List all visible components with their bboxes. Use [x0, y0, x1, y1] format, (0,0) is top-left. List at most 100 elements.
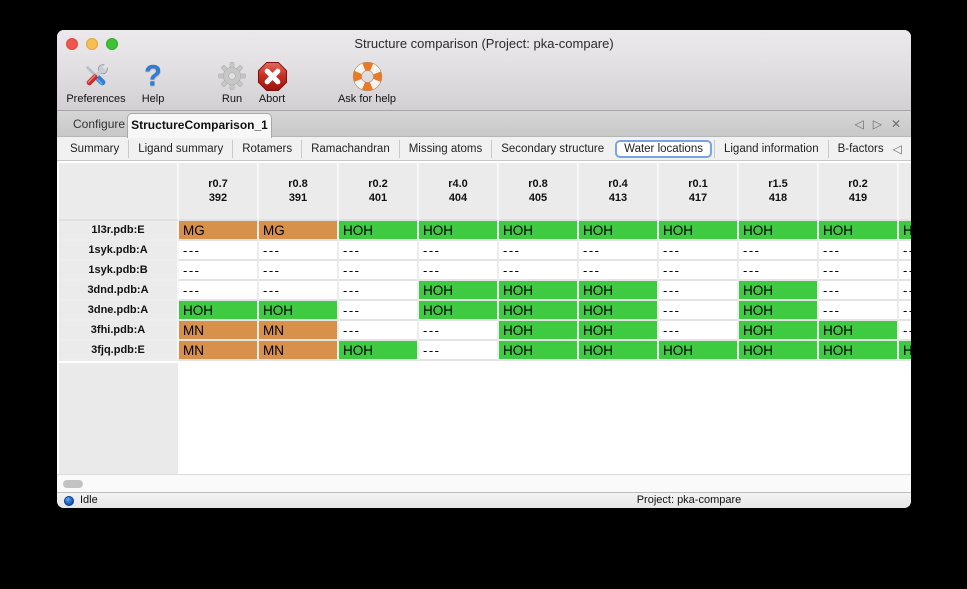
column-header-392[interactable]: r0.7 392 [179, 163, 259, 221]
column-header-401[interactable]: r0.2 401 [339, 163, 419, 221]
column-header-405[interactable]: r0.8 405 [499, 163, 579, 221]
metal-cell[interactable]: MN [179, 341, 259, 361]
empty-cell[interactable]: --- [659, 321, 739, 341]
tab-missing-atoms[interactable]: Missing atoms [398, 139, 492, 158]
metal-cell[interactable]: MN [179, 321, 259, 341]
primary-tabs-close-icon[interactable]: ✕ [890, 117, 901, 131]
empty-cell[interactable]: --- [339, 321, 419, 341]
row-header-1syk-pdb-b[interactable]: 1syk.pdb:B [59, 261, 179, 281]
water-cell[interactable]: HOH [739, 221, 819, 241]
empty-cell[interactable]: --- [499, 261, 579, 281]
tab-summary[interactable]: Summary [70, 142, 120, 155]
water-cell[interactable]: HOH [579, 281, 659, 301]
empty-cell[interactable]: --- [419, 241, 499, 261]
empty-cell[interactable]: --- [899, 321, 911, 341]
tab-ramachandran[interactable]: Ramachandran [301, 139, 399, 158]
water-cell[interactable]: HOH [739, 301, 819, 321]
water-cell[interactable]: HOH [899, 221, 911, 241]
empty-cell[interactable]: --- [659, 261, 739, 281]
water-cell[interactable]: HOH [499, 281, 579, 301]
empty-cell[interactable]: --- [659, 301, 739, 321]
column-header-417[interactable]: r0.1 417 [659, 163, 739, 221]
empty-cell[interactable]: --- [339, 301, 419, 321]
water-cell[interactable]: HOH [739, 341, 819, 361]
water-cell[interactable]: HOH [579, 341, 659, 361]
tab-structurecomparison-1[interactable]: StructureComparison_1 [127, 113, 272, 138]
water-cell[interactable]: HOH [739, 281, 819, 301]
minimize-window-button[interactable] [86, 38, 98, 50]
metal-cell[interactable]: MG [179, 221, 259, 241]
column-header-clipped[interactable] [899, 163, 911, 221]
water-cell[interactable]: HOH [419, 221, 499, 241]
water-cell[interactable]: HOH [819, 321, 899, 341]
empty-cell[interactable]: --- [259, 241, 339, 261]
empty-cell[interactable]: --- [819, 281, 899, 301]
empty-cell[interactable]: --- [179, 281, 259, 301]
primary-tabs-prev-icon[interactable]: ◁ [854, 117, 864, 131]
empty-cell[interactable]: --- [819, 261, 899, 281]
metal-cell[interactable]: MN [259, 341, 339, 361]
tab-ligand-summary[interactable]: Ligand summary [128, 139, 232, 158]
row-header-3dnd-pdb-a[interactable]: 3dnd.pdb:A [59, 281, 179, 301]
abort-button[interactable]: Abort [250, 59, 294, 105]
water-cell[interactable]: HOH [499, 221, 579, 241]
row-header-3fjq-pdb-e[interactable]: 3fjq.pdb:E [59, 341, 179, 361]
empty-cell[interactable]: --- [899, 301, 911, 321]
empty-cell[interactable]: --- [899, 261, 911, 281]
water-cell[interactable]: HOH [579, 321, 659, 341]
water-cell[interactable]: HOH [819, 221, 899, 241]
water-cell[interactable]: HOH [819, 341, 899, 361]
horizontal-scrollbar[interactable] [57, 474, 911, 492]
tab-b-factors[interactable]: B-factors [827, 139, 893, 158]
empty-cell[interactable]: --- [579, 261, 659, 281]
water-cell[interactable]: HOH [339, 221, 419, 241]
tab-water-locations[interactable]: Water locations [615, 139, 712, 158]
water-cell[interactable]: HOH [499, 341, 579, 361]
primary-tabs-next-icon[interactable]: ▷ [872, 117, 882, 131]
empty-cell[interactable]: --- [899, 241, 911, 261]
empty-cell[interactable]: --- [419, 321, 499, 341]
empty-cell[interactable]: --- [659, 241, 739, 261]
tab-ligand-information[interactable]: Ligand information [713, 139, 828, 158]
help-button[interactable]: ? Help [136, 59, 170, 105]
water-cell[interactable]: HOH [179, 301, 259, 321]
water-cell[interactable]: HOH [339, 341, 419, 361]
water-cell[interactable]: HOH [419, 301, 499, 321]
secondary-tabs-prev-icon[interactable]: ◁ [892, 141, 902, 156]
column-header-413[interactable]: r0.4 413 [579, 163, 659, 221]
empty-cell[interactable]: --- [899, 281, 911, 301]
empty-cell[interactable]: --- [259, 281, 339, 301]
empty-cell[interactable]: --- [179, 241, 259, 261]
row-header-1syk-pdb-a[interactable]: 1syk.pdb:A [59, 241, 179, 261]
empty-cell[interactable]: --- [659, 281, 739, 301]
zoom-window-button[interactable] [106, 38, 118, 50]
water-cell[interactable]: HOH [899, 341, 911, 361]
close-window-button[interactable] [66, 38, 78, 50]
water-cell[interactable]: HOH [259, 301, 339, 321]
row-header-1l3r-pdb-e[interactable]: 1l3r.pdb:E [59, 221, 179, 241]
empty-cell[interactable]: --- [419, 341, 499, 361]
empty-cell[interactable]: --- [339, 281, 419, 301]
empty-cell[interactable]: --- [739, 241, 819, 261]
water-cell[interactable]: HOH [659, 221, 739, 241]
empty-cell[interactable]: --- [819, 301, 899, 321]
empty-cell[interactable]: --- [579, 241, 659, 261]
empty-cell[interactable]: --- [739, 261, 819, 281]
water-cell[interactable]: HOH [579, 301, 659, 321]
empty-cell[interactable]: --- [339, 261, 419, 281]
empty-cell[interactable]: --- [179, 261, 259, 281]
tab-rotamers[interactable]: Rotamers [232, 139, 301, 158]
column-header-404[interactable]: r4.0 404 [419, 163, 499, 221]
column-header-418[interactable]: r1.5 418 [739, 163, 819, 221]
row-header-3fhi-pdb-a[interactable]: 3fhi.pdb:A [59, 321, 179, 341]
water-cell[interactable]: HOH [499, 301, 579, 321]
preferences-button[interactable]: Preferences [63, 59, 129, 105]
horizontal-scrollbar-thumb[interactable] [63, 480, 83, 488]
water-cell[interactable]: HOH [659, 341, 739, 361]
water-cell[interactable]: HOH [419, 281, 499, 301]
run-button[interactable]: Run [215, 59, 249, 105]
metal-cell[interactable]: MG [259, 221, 339, 241]
tab-secondary-structure[interactable]: Secondary structure [491, 139, 613, 158]
empty-cell[interactable]: --- [819, 241, 899, 261]
ask-for-help-button[interactable]: Ask for help [327, 59, 407, 105]
